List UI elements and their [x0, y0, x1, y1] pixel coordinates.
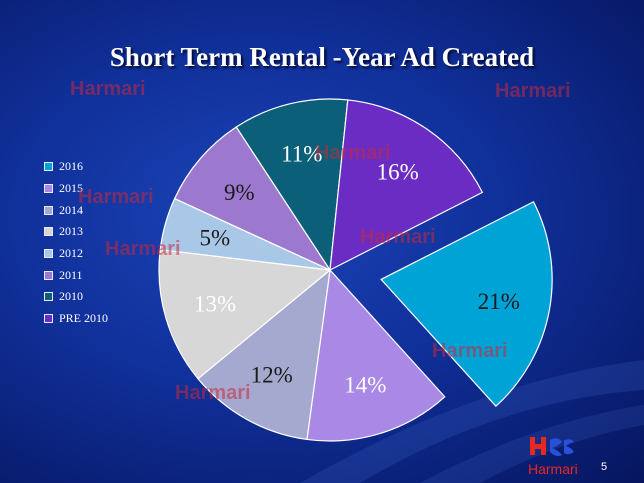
logo-text: Harmari — [528, 461, 578, 477]
pie-slice-2016 — [380, 200, 553, 408]
legend-label: 2010 — [59, 289, 83, 304]
pie-slice-pre-2010 — [329, 99, 484, 272]
legend-label: 2013 — [59, 224, 83, 239]
pie-slice-2013 — [158, 248, 332, 380]
legend-swatch — [44, 292, 53, 302]
chart-legend: 2016 2015 2014 2013 2012 2011 2010 PRE 2010 — [44, 156, 108, 330]
legend-item: PRE 2010 — [44, 308, 108, 330]
data-label-pre-2010: 16% — [377, 159, 419, 184]
legend-label: 2014 — [59, 202, 83, 217]
legend-swatch — [44, 270, 53, 280]
legend-item: 2012 — [44, 243, 108, 265]
chart-title: Short Term Rental -Year Ad Created — [109, 42, 535, 72]
legend-item: 2015 — [44, 178, 108, 200]
legend-label: 2016 — [59, 159, 83, 174]
legend-swatch — [44, 162, 53, 172]
legend-swatch — [44, 314, 53, 324]
data-label-2015: 14% — [344, 372, 386, 397]
data-label-2013: 13% — [194, 292, 236, 317]
legend-label: 2011 — [59, 267, 83, 282]
legend-label: 2015 — [59, 181, 83, 196]
data-label-2011: 9% — [224, 180, 255, 205]
legend-item: 2016 — [44, 156, 108, 178]
data-label-2012: 5% — [199, 225, 230, 250]
legend-item: 2013 — [44, 221, 108, 243]
legend-label: PRE 2010 — [59, 311, 109, 326]
data-label-2016: 21% — [478, 289, 520, 314]
watermark: Harmari — [495, 80, 571, 102]
watermark: Harmari — [360, 226, 436, 248]
pie-slice-2015 — [306, 268, 446, 442]
watermark: Harmari — [315, 142, 391, 164]
legend-item: 2014 — [44, 199, 108, 221]
pie-slice-2010 — [235, 98, 349, 272]
pie-slice-2011 — [173, 126, 332, 272]
legend-swatch — [44, 249, 53, 259]
legend-swatch — [44, 184, 53, 194]
watermark: Harmari — [78, 186, 154, 208]
slide-number: 5 — [601, 461, 608, 473]
legend-swatch — [44, 205, 53, 215]
legend-label: 2012 — [59, 246, 83, 261]
pie-slice-2014 — [197, 268, 331, 441]
watermark: Harmari — [175, 382, 251, 404]
watermark: Harmari — [432, 340, 508, 362]
legend-item: 2011 — [44, 264, 108, 286]
data-label-2014: 12% — [251, 363, 293, 388]
data-label-2010: 11% — [281, 142, 322, 167]
watermark: Harmari — [70, 78, 146, 100]
legend-item: 2010 — [44, 286, 108, 308]
legend-swatch — [44, 227, 53, 237]
watermark: Harmari — [105, 238, 181, 260]
harmari-logo-icon — [530, 437, 574, 456]
